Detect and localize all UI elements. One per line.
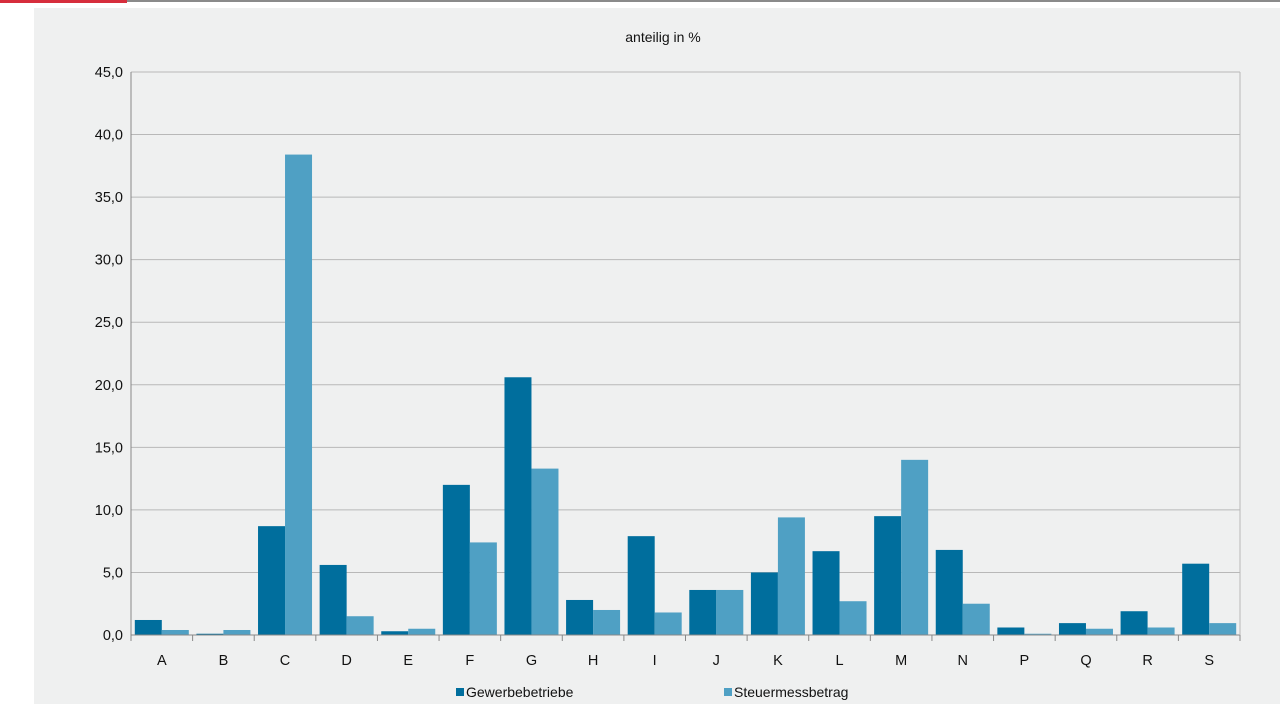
legend-label-steuermessbetrag: Steuermessbetrag: [734, 684, 848, 700]
bar-steuermessbetrag-n: [962, 603, 990, 635]
bar-gewerbebetriebe-r: [1120, 611, 1148, 635]
x-tick-label: G: [526, 653, 537, 669]
x-tick-label: I: [653, 653, 657, 669]
bar-steuermessbetrag-r: [1147, 627, 1175, 635]
x-tick-label: R: [1142, 653, 1152, 669]
bar-steuermessbetrag-q: [1085, 628, 1113, 635]
bar-gewerbebetriebe-f: [442, 484, 470, 635]
bar-gewerbebetriebe-s: [1182, 563, 1210, 635]
y-tick-label: 40,0: [95, 128, 123, 144]
bar-gewerbebetriebe-a: [134, 619, 162, 635]
bar-gewerbebetriebe-p: [997, 627, 1025, 635]
bar-steuermessbetrag-b: [223, 629, 251, 635]
bar-steuermessbetrag-e: [408, 628, 436, 635]
bar-steuermessbetrag-m: [901, 459, 929, 635]
bar-gewerbebetriebe-g: [504, 377, 532, 635]
gridlines: [131, 71, 1240, 573]
bar-steuermessbetrag-a: [161, 629, 189, 635]
legend-swatch-steuermessbetrag: [724, 688, 732, 696]
bar-gewerbebetriebe-k: [750, 572, 778, 635]
legend: Gewerbebetriebe Steuermessbetrag: [456, 684, 848, 700]
bar-gewerbebetriebe-j: [689, 589, 717, 635]
bar-steuermessbetrag-f: [469, 542, 497, 635]
bar-gewerbebetriebe-d: [319, 564, 347, 635]
x-tick-label: J: [713, 653, 720, 669]
bar-gewerbebetriebe-n: [935, 549, 963, 635]
bars: [134, 154, 1237, 635]
bar-gewerbebetriebe-m: [874, 516, 902, 635]
y-tick-label: 10,0: [95, 503, 123, 519]
y-axis-ticks: 0,0 5,0 10,0 15,0 20,0 25,0 30,0 35,0 40,0 45,0: [95, 65, 123, 644]
x-tick-label: D: [341, 653, 351, 669]
bar-steuermessbetrag-c: [285, 154, 313, 635]
legend-swatch-gewerbebetriebe: [456, 688, 464, 696]
x-tick-label: K: [773, 653, 783, 669]
x-tick-label: L: [835, 653, 843, 669]
top-rule: [0, 0, 1280, 2]
x-tick-label: F: [465, 653, 474, 669]
brand-accent-bar: [0, 0, 127, 3]
y-tick-label: 35,0: [95, 190, 123, 206]
x-tick-label: C: [280, 653, 290, 669]
x-tick-label: Q: [1080, 653, 1091, 669]
bar-gewerbebetriebe-c: [258, 526, 286, 635]
y-tick-label: 0,0: [103, 628, 123, 644]
bar-steuermessbetrag-k: [777, 517, 805, 635]
bar-gewerbebetriebe-q: [1058, 623, 1086, 635]
x-tick-label: A: [157, 653, 167, 669]
bar-steuermessbetrag-p: [1024, 633, 1052, 635]
chart-panel: [34, 8, 1280, 704]
bar-gewerbebetriebe-i: [627, 536, 655, 635]
x-tick-label: B: [219, 653, 229, 669]
bar-steuermessbetrag-l: [839, 601, 867, 635]
legend-label-gewerbebetriebe: Gewerbebetriebe: [466, 684, 574, 700]
bar-gewerbebetriebe-e: [381, 631, 409, 635]
x-tick-label: E: [403, 653, 413, 669]
x-tick-label: N: [958, 653, 968, 669]
bar-steuermessbetrag-d: [346, 616, 374, 635]
chart-title: anteilig in %: [625, 29, 701, 45]
y-tick-label: 45,0: [95, 65, 123, 81]
bar-steuermessbetrag-s: [1209, 623, 1237, 635]
axes: [130, 72, 1241, 636]
y-tick-label: 25,0: [95, 315, 123, 331]
x-tick-label: M: [895, 653, 907, 669]
bar-steuermessbetrag-j: [716, 589, 744, 635]
x-tick-label: S: [1204, 653, 1214, 669]
bar-gewerbebetriebe-h: [566, 599, 594, 635]
y-tick-label: 20,0: [95, 378, 123, 394]
y-tick-label: 15,0: [95, 440, 123, 456]
y-tick-label: 30,0: [95, 253, 123, 269]
bar-steuermessbetrag-h: [593, 609, 621, 635]
bar-gewerbebetriebe-l: [812, 551, 840, 635]
bar-steuermessbetrag-g: [531, 468, 559, 635]
bar-steuermessbetrag-i: [654, 612, 682, 635]
bar-gewerbebetriebe-b: [196, 633, 224, 635]
y-tick-label: 5,0: [103, 565, 123, 581]
x-tick-label: H: [588, 653, 598, 669]
x-tick-label: P: [1020, 653, 1030, 669]
